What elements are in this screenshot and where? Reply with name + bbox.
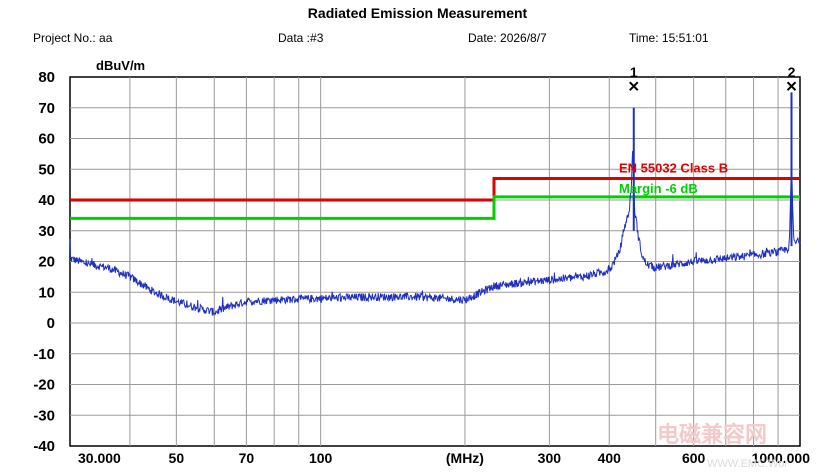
limit-line [70,177,800,202]
x-tick-label: (MHz) [446,450,484,466]
marker-cross [629,81,639,91]
y-tick-label: -20 [33,377,55,394]
y-tick-label: 30 [38,223,55,240]
y-tick-label: -40 [33,438,55,455]
y-tick-label: -10 [33,346,55,363]
x-tick-label: 70 [239,450,255,466]
watermark-logo: 电磁兼容网 [657,422,767,448]
x-tick-label: 400 [598,450,622,466]
y-tick-label: 50 [38,161,55,178]
watermark-url: WWW.EMC.Wor [707,458,788,470]
x-tick-label: 30.000 [78,450,121,466]
y-tick-label: 0 [47,315,55,332]
y-tick-label: -30 [33,407,55,424]
y-tick-label: 80 [38,69,55,86]
y-tick-label: 40 [38,192,55,209]
project-number: Project No.: aa [33,31,113,45]
y-axis-unit: dBuV/m [96,58,145,73]
y-tick-label: 20 [38,254,55,271]
margin-line [70,195,800,220]
y-tick-label: 60 [38,131,55,148]
marker-cross [786,81,797,91]
margin-label: Margin -6 dB [619,181,698,196]
measurement-time: Time: 15:51:01 [629,31,709,45]
x-tick-label: 100 [309,450,333,466]
marker-label: 2 [788,64,796,80]
x-tick-label: 300 [538,450,562,466]
chart-title: Radiated Emission Measurement [307,5,528,21]
measurement-date: Date: 2026/8/7 [468,31,547,45]
data-number: Data :#3 [278,31,324,45]
x-tick-label: 1000.000 [752,450,811,466]
marker-label: 1 [630,64,638,80]
y-tick-label: 10 [38,284,55,301]
measurement-trace [69,150,801,317]
x-tick-label: 50 [169,450,185,466]
x-tick-label: 600 [682,450,706,466]
y-tick-label: 70 [38,100,55,117]
limit-label: EN 55032 Class B [619,160,728,175]
